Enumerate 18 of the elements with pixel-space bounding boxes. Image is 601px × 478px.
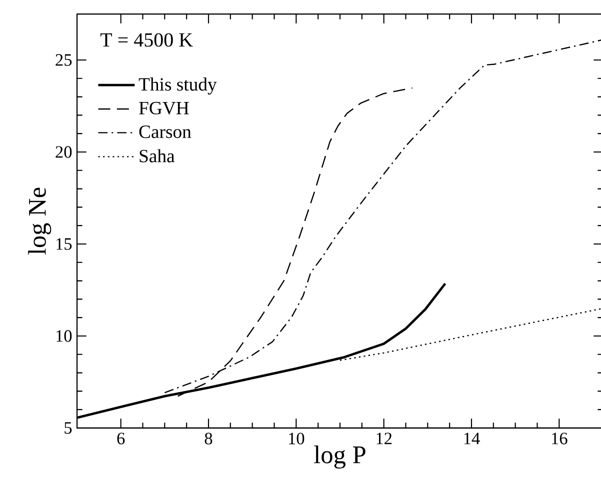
y-tick-label: 20: [56, 146, 72, 158]
legend-label: FGVH: [139, 102, 189, 114]
legend-label: Carson: [139, 126, 192, 138]
x-tick-label: 8: [204, 432, 212, 444]
y-axis-title: log Ne: [28, 188, 52, 255]
y-tick-label: 5: [64, 422, 72, 434]
y-tick-label: 25: [56, 54, 72, 66]
annotation: T = 4500 K: [100, 33, 193, 47]
x-tick-label: 16: [552, 432, 568, 444]
legend-label: This study: [138, 78, 217, 95]
legend-label: Saha: [140, 149, 175, 162]
x-tick-label: 10: [289, 432, 304, 444]
x-tick-label: 14: [464, 432, 480, 444]
x-tick-label: 6: [117, 432, 125, 444]
y-tick-label: 15: [56, 238, 72, 250]
x-axis-title: log P: [314, 446, 366, 469]
x-tick-label: 12: [376, 432, 392, 444]
y-tick-label: 10: [56, 330, 72, 342]
